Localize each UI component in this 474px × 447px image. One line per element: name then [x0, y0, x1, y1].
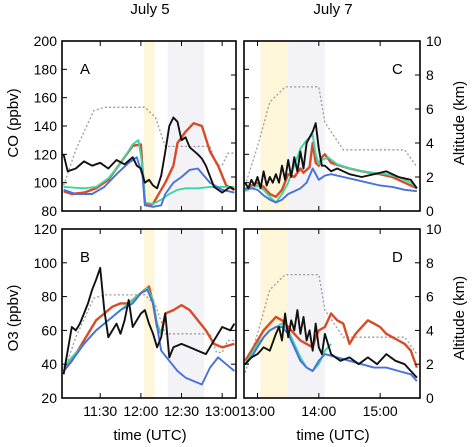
- altitude-line: [244, 86, 418, 186]
- shaded-span-1: [144, 41, 155, 211]
- panel-letter-d: D: [392, 249, 403, 266]
- panel-letter-b: B: [80, 249, 90, 266]
- y-axis-label-co: CO (ppbv): [5, 88, 22, 157]
- y2-tick-label: 2: [426, 169, 434, 185]
- panel-b: 11:30 12:00 12:30 13:00 20 40 60 80 100 120 B: [34, 221, 240, 419]
- series-line-4: [62, 116, 235, 194]
- y-tick-label: 140: [34, 118, 58, 134]
- x-tick-label: 15:00: [363, 403, 398, 419]
- panel-c: 0 2 4 6 8 10 C: [243, 33, 442, 219]
- y-tick-label: 120: [34, 221, 58, 237]
- series-line-1: [63, 121, 235, 207]
- y-axis-label-o3: O3 (ppbv): [5, 285, 22, 352]
- shaded-span-1: [144, 229, 155, 398]
- y-tick-label: 40: [41, 356, 57, 372]
- shaded-span-2: [288, 229, 325, 398]
- series-line-4: [244, 309, 418, 379]
- altitude-line: [244, 273, 418, 373]
- x-tick-label: 13:00: [240, 403, 275, 419]
- series-line-3: [62, 288, 236, 386]
- plot-frame: [243, 228, 421, 399]
- y-tick-label: 100: [34, 175, 58, 191]
- panel-d: 13:00 14:00 15:00 0 2 4 6 8 10 D: [240, 221, 442, 419]
- y2-tick-label: 0: [426, 203, 434, 219]
- shaded-span-2: [288, 41, 325, 211]
- panel-letter-a: A: [80, 61, 90, 78]
- y2-tick-label: 8: [426, 255, 434, 271]
- panel-a: 80 100 120 140 160 180 200 A: [34, 33, 237, 219]
- y-tick-label: 180: [34, 61, 58, 77]
- plot-frame: [61, 228, 237, 399]
- y2-tick-label: 0: [426, 390, 434, 406]
- y-tick-label: 200: [34, 33, 58, 49]
- y2-tick-label: 6: [426, 101, 434, 117]
- y2-tick-label: 8: [426, 67, 434, 83]
- series-line-3: [63, 156, 235, 208]
- series-line-3: [244, 326, 418, 382]
- x-axis-label-left: time (UTC): [113, 427, 186, 444]
- x-tick-label: 12:00: [123, 403, 158, 419]
- x-tick-label: 11:30: [83, 403, 117, 419]
- y2-tick-label: 6: [426, 289, 434, 305]
- panel-letter-c: C: [392, 61, 403, 78]
- x-tick-label: 14:00: [301, 403, 336, 419]
- series-line-3: [245, 167, 418, 204]
- series-line-1: [244, 312, 419, 369]
- y2-tick-label: 10: [426, 33, 442, 49]
- y-tick-label: 20: [41, 390, 57, 406]
- series-line-4: [244, 122, 418, 190]
- x-axis-label-right: time (UTC): [296, 427, 369, 444]
- x-tick-label: 12:30: [164, 403, 199, 419]
- shaded-span-2: [167, 229, 205, 398]
- y2-tick-label: 2: [426, 356, 434, 372]
- y-tick-label: 80: [41, 289, 57, 305]
- y-tick-label: 100: [34, 255, 58, 271]
- y-tick-label: 120: [34, 146, 58, 162]
- title-july-7: July 7: [313, 1, 352, 18]
- series-line-4: [62, 266, 236, 375]
- x-tick-label: 13:00: [205, 403, 240, 419]
- y2-axis-label-bottom: Altitude (km): [451, 276, 468, 360]
- y2-tick-label: 4: [426, 135, 434, 151]
- y-tick-label: 60: [41, 322, 57, 338]
- y2-tick-label: 10: [426, 221, 442, 237]
- y-tick-label: 160: [34, 90, 58, 106]
- y2-axis-label-top: Altitude (km): [451, 81, 468, 165]
- y2-tick-label: 4: [426, 322, 434, 338]
- y-tick-label: 80: [41, 203, 57, 219]
- shaded-span-1: [260, 229, 289, 398]
- title-july-5: July 5: [130, 1, 169, 18]
